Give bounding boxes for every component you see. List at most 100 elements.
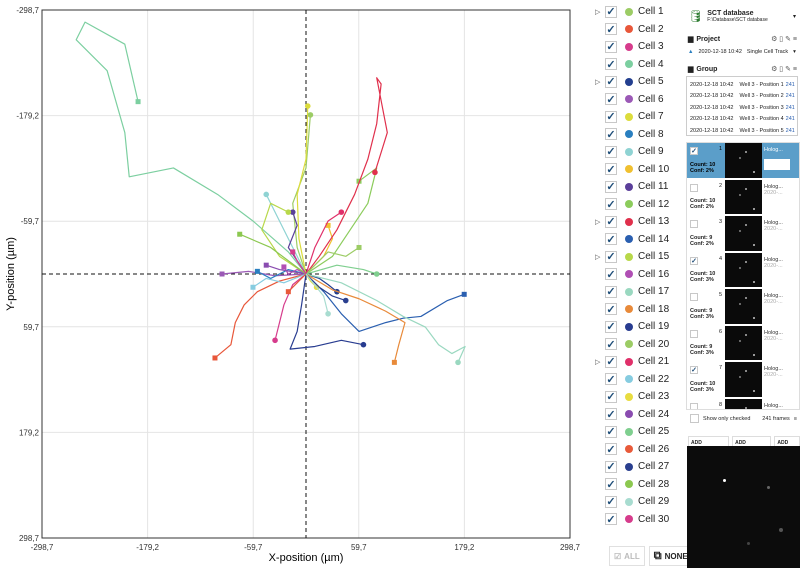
legend-item-cell-19[interactable]: ✓ Cell 19	[595, 318, 685, 336]
legend-item-cell-10[interactable]: ✓ Cell 10	[595, 161, 685, 179]
legend-item-cell-18[interactable]: ✓ Cell 18	[595, 301, 685, 319]
legend-item-cell-22[interactable]: ✓ Cell 22	[595, 371, 685, 389]
legend-item-cell-26[interactable]: ✓ Cell 26	[595, 441, 685, 459]
legend-item-cell-11[interactable]: ✓ Cell 11	[595, 178, 685, 196]
trajectory-plot[interactable]: -298,7 -298,7 -179,2 -179,2 -59,7 -59,7 59,7 59…	[0, 0, 590, 568]
frame-checkbox[interactable]	[690, 402, 698, 409]
frame-item[interactable]: ✓ 1 Count: 10 Conf: 2% Holog...	[687, 143, 799, 180]
frame-checkbox[interactable]: ✓	[690, 366, 698, 374]
group-row[interactable]: 2020-12-18 10:42 Well 3 - Position 5 241	[687, 125, 797, 137]
cell-checkbox[interactable]: ✓	[605, 58, 617, 71]
group-date: 2020-12-18 10:42	[690, 81, 734, 88]
frame-checkbox[interactable]: ✓	[690, 147, 698, 155]
legend-item-cell-13[interactable]: ▷ ✓ Cell 13	[595, 213, 685, 231]
legend-item-cell-8[interactable]: ✓ Cell 8	[595, 126, 685, 144]
select-none-button[interactable]: ⧉ NONE	[648, 546, 693, 566]
frame-list[interactable]: ✓ 1 Count: 10 Conf: 2% Holog... 2 Count: 10 Co…	[686, 142, 800, 410]
cell-checkbox[interactable]: ✓	[605, 23, 617, 36]
expand-triangle-icon[interactable]: ▷	[595, 78, 601, 86]
legend-item-cell-15[interactable]: ▷ ✓ Cell 15	[595, 248, 685, 266]
cell-checkbox[interactable]: ✓	[605, 145, 617, 159]
cell-checkbox[interactable]: ✓	[605, 285, 617, 299]
cell-checkbox[interactable]: ✓	[605, 93, 617, 106]
cell-checkbox[interactable]: ✓	[605, 250, 617, 264]
cell-checkbox[interactable]: ✓	[605, 180, 617, 194]
legend-item-cell-2[interactable]: ✓ Cell 2	[595, 21, 685, 39]
cell-checkbox[interactable]: ✓	[605, 303, 617, 316]
group-actions[interactable]: ⚙ ▯ ✎ ≡	[771, 66, 797, 73]
expand-triangle-icon[interactable]: ▷	[595, 8, 601, 16]
cell-checkbox[interactable]: ✓	[605, 233, 617, 246]
frame-checkbox[interactable]	[690, 183, 698, 192]
frame-item[interactable]: 2 Count: 10 Conf: 2% Holog... 2020-...	[687, 179, 799, 216]
expand-triangle-icon[interactable]: ▷	[595, 358, 601, 366]
legend-item-cell-17[interactable]: ✓ Cell 17	[595, 283, 685, 301]
color-dot-icon	[625, 445, 633, 454]
frame-item[interactable]: 6 Count: 9 Conf: 3% Holog... 2020-...	[687, 325, 799, 362]
cell-checkbox[interactable]: ✓	[605, 40, 617, 54]
frame-checkbox[interactable]	[690, 220, 698, 228]
legend-item-cell-21[interactable]: ▷ ✓ Cell 21	[595, 353, 685, 371]
legend-item-cell-7[interactable]: ✓ Cell 7	[595, 108, 685, 126]
legend-item-cell-27[interactable]: ✓ Cell 27	[595, 458, 685, 476]
cell-checkbox[interactable]: ✓	[605, 513, 617, 526]
expand-triangle-icon[interactable]: ▷	[595, 253, 601, 261]
legend-item-cell-30[interactable]: ✓ Cell 30	[595, 511, 685, 529]
frame-item[interactable]: 5 Count: 9 Conf: 3% Holog... 2020-...	[687, 289, 799, 326]
cell-checkbox[interactable]: ✓	[605, 355, 617, 369]
legend-item-cell-5[interactable]: ▷ ✓ Cell 5	[595, 73, 685, 91]
cell-checkbox[interactable]: ✓	[605, 460, 617, 474]
legend-item-cell-28[interactable]: ✓ Cell 28	[595, 476, 685, 494]
cell-checkbox[interactable]: ✓	[605, 478, 617, 491]
project-actions[interactable]: ⚙ ▯ ✎ ≡	[771, 36, 797, 43]
cell-checkbox[interactable]: ✓	[605, 408, 617, 421]
cell-checkbox[interactable]: ✓	[605, 320, 617, 334]
legend-item-cell-6[interactable]: ✓ Cell 6	[595, 91, 685, 109]
legend-item-cell-25[interactable]: ✓ Cell 25	[595, 423, 685, 441]
database-selector[interactable]: 🛢 SCT database F:\Database\SCT database ▾	[688, 9, 796, 23]
group-row[interactable]: 2020-12-18 10:42 Well 3 - Position 3 241	[687, 102, 797, 114]
legend-item-cell-1[interactable]: ▷ ✓ Cell 1	[595, 3, 685, 21]
frame-item[interactable]: ✓ 4 Count: 10 Conf: 3% Holog... 2020-...	[687, 252, 799, 289]
cell-checkbox[interactable]: ✓	[605, 198, 617, 211]
cell-checkbox[interactable]: ✓	[605, 495, 617, 509]
legend-item-cell-23[interactable]: ✓ Cell 23	[595, 388, 685, 406]
frame-item[interactable]: 3 Count: 9 Conf: 2% Holog... 2020-...	[687, 216, 799, 253]
filter-icon[interactable]: ≡	[793, 415, 797, 422]
frame-name-input[interactable]	[764, 159, 790, 170]
legend-item-cell-20[interactable]: ✓ Cell 20	[595, 336, 685, 354]
cell-checkbox[interactable]: ✓	[605, 425, 617, 439]
legend-item-cell-16[interactable]: ✓ Cell 16	[595, 266, 685, 284]
expand-triangle-icon[interactable]: ▷	[595, 218, 601, 226]
cell-checkbox[interactable]: ✓	[605, 268, 617, 281]
legend-item-cell-9[interactable]: ✓ Cell 9	[595, 143, 685, 161]
project-selector[interactable]: ▲ 2020-12-18 10:42 Single Cell Track ▾	[688, 49, 796, 55]
group-list[interactable]: 2020-12-18 10:42 Well 3 - Position 1 241 20…	[686, 76, 798, 136]
group-row[interactable]: 2020-12-18 10:42 Well 3 - Position 1 241	[687, 79, 797, 91]
cell-checkbox[interactable]: ✓	[605, 5, 617, 19]
frame-checkbox[interactable]	[690, 293, 698, 301]
cell-checkbox[interactable]: ✓	[605, 215, 617, 229]
cell-checkbox[interactable]: ✓	[605, 163, 617, 176]
legend-item-cell-29[interactable]: ✓ Cell 29	[595, 493, 685, 511]
show-only-checked-checkbox[interactable]	[690, 414, 699, 423]
cell-checkbox[interactable]: ✓	[605, 110, 617, 124]
group-row[interactable]: 2020-12-18 10:42 Well 3 - Position 4 241	[687, 114, 797, 126]
legend-item-cell-4[interactable]: ✓ Cell 4	[595, 56, 685, 74]
frame-item[interactable]: 8 Holog...	[687, 398, 799, 409]
cell-checkbox[interactable]: ✓	[605, 443, 617, 456]
frame-checkbox[interactable]	[690, 329, 698, 338]
cell-checkbox[interactable]: ✓	[605, 75, 617, 89]
legend-item-cell-14[interactable]: ✓ Cell 14	[595, 231, 685, 249]
frame-checkbox[interactable]: ✓	[690, 256, 698, 265]
group-row[interactable]: 2020-12-18 10:42 Well 3 - Position 2 241	[687, 91, 797, 103]
cell-checkbox[interactable]: ✓	[605, 373, 617, 386]
cell-checkbox[interactable]: ✓	[605, 338, 617, 351]
select-all-button[interactable]: ☑ ALL	[609, 546, 645, 566]
cell-checkbox[interactable]: ✓	[605, 128, 617, 141]
legend-item-cell-3[interactable]: ✓ Cell 3	[595, 38, 685, 56]
frame-item[interactable]: ✓ 7 Count: 10 Conf: 3% Holog... 2020-...	[687, 362, 799, 399]
cell-checkbox[interactable]: ✓	[605, 390, 617, 404]
legend-item-cell-24[interactable]: ✓ Cell 24	[595, 406, 685, 424]
legend-item-cell-12[interactable]: ✓ Cell 12	[595, 196, 685, 214]
